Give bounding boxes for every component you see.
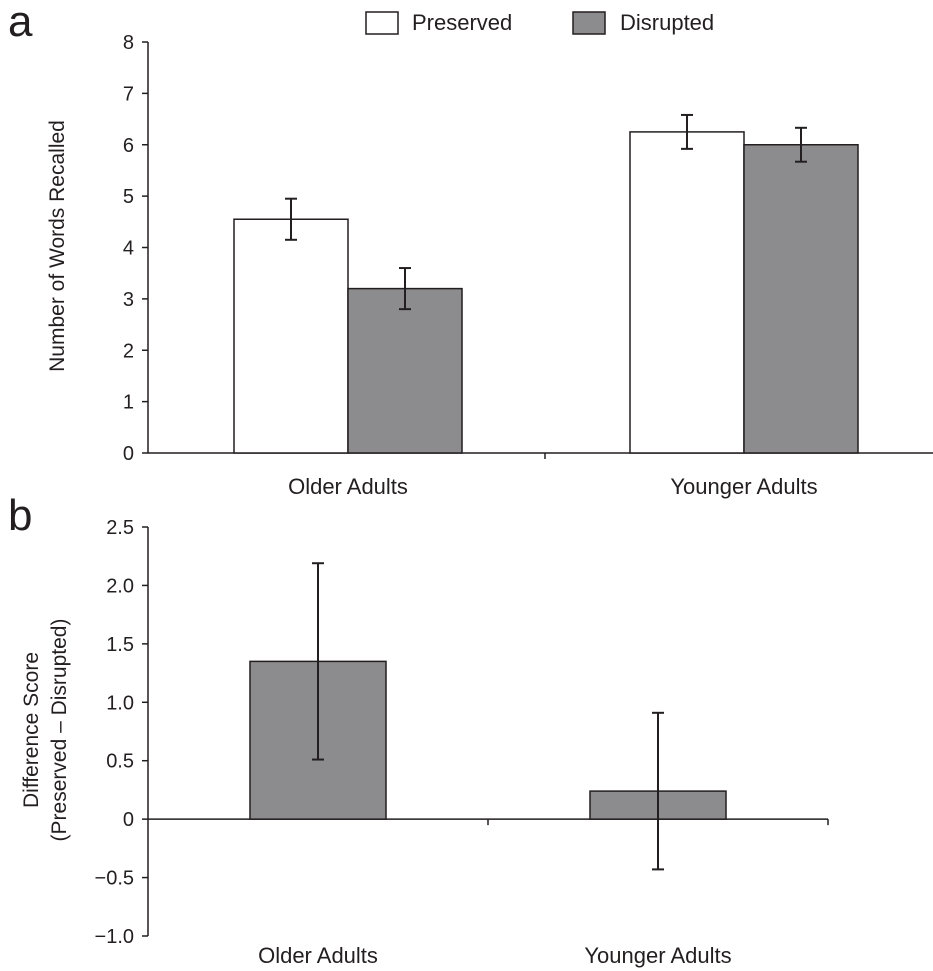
panel-b-y-tick-label: −0.5 [95,868,134,890]
panel-a-bar [233,218,349,454]
panel-b-category-label: Younger Adults [584,943,731,968]
panel-a-bar [347,287,463,454]
panel-b-y-tick-label: 2.5 [106,517,134,539]
panel-a-y-tick-label: 8 [123,32,134,54]
panel-b-plot: −1.0 −0.5 0 0.5 1.0 1.5 2.0 2.5 Older Adults Youn… [95,517,829,968]
legend-label-disrupted: Disrupted [620,10,714,35]
panel-b-y-tick-label: 1.0 [106,692,134,714]
panel-a-y-axis-title: Number of Words Recalled [46,120,69,372]
panel-a-plot: 0 1 2 3 4 5 6 7 8 Older Adults Younger Adults [123,32,933,499]
panel-a-y-tick-label: 2 [123,340,134,362]
panel-b-y-tick-label: 0.5 [106,751,134,773]
panel-b-y-tick-label: 1.5 [106,634,134,656]
panel-a-y-tick-label: 1 [123,392,134,414]
panel-a-category-label: Older Adults [288,474,408,499]
panel-b-category-label: Older Adults [258,943,378,968]
panel-a-y-tick-label: 4 [123,238,134,260]
legend-swatch-disrupted [572,11,606,35]
panel-b-y-axis-title-line1: Difference Score [20,652,43,808]
panel-a-y-tick-label: 0 [123,443,134,465]
legend-swatch-preserved [365,11,399,35]
panel-a-category-label: Younger Adults [670,474,817,499]
panel-b-y-tick-label: −1.0 [95,926,134,948]
panel-a-y-tick-label: 5 [123,186,134,208]
panel-a-y-tick-label: 6 [123,135,134,157]
panel-a-y-tick-label: 7 [123,83,134,105]
panel-b-y-axis-title-line2: (Preserved – Disrupted) [48,619,71,842]
panel-a-bar [629,131,745,454]
panel-a-y-tick-label: 3 [123,289,134,311]
panel-b-label: b [8,491,32,540]
panel-b-y-tick-label: 2.0 [106,575,134,597]
legend-label-preserved: Preserved [412,10,512,35]
panel-b-y-tick-label: 0 [123,809,134,831]
panel-a-bar [743,144,859,454]
panel-a-label: a [8,0,33,46]
